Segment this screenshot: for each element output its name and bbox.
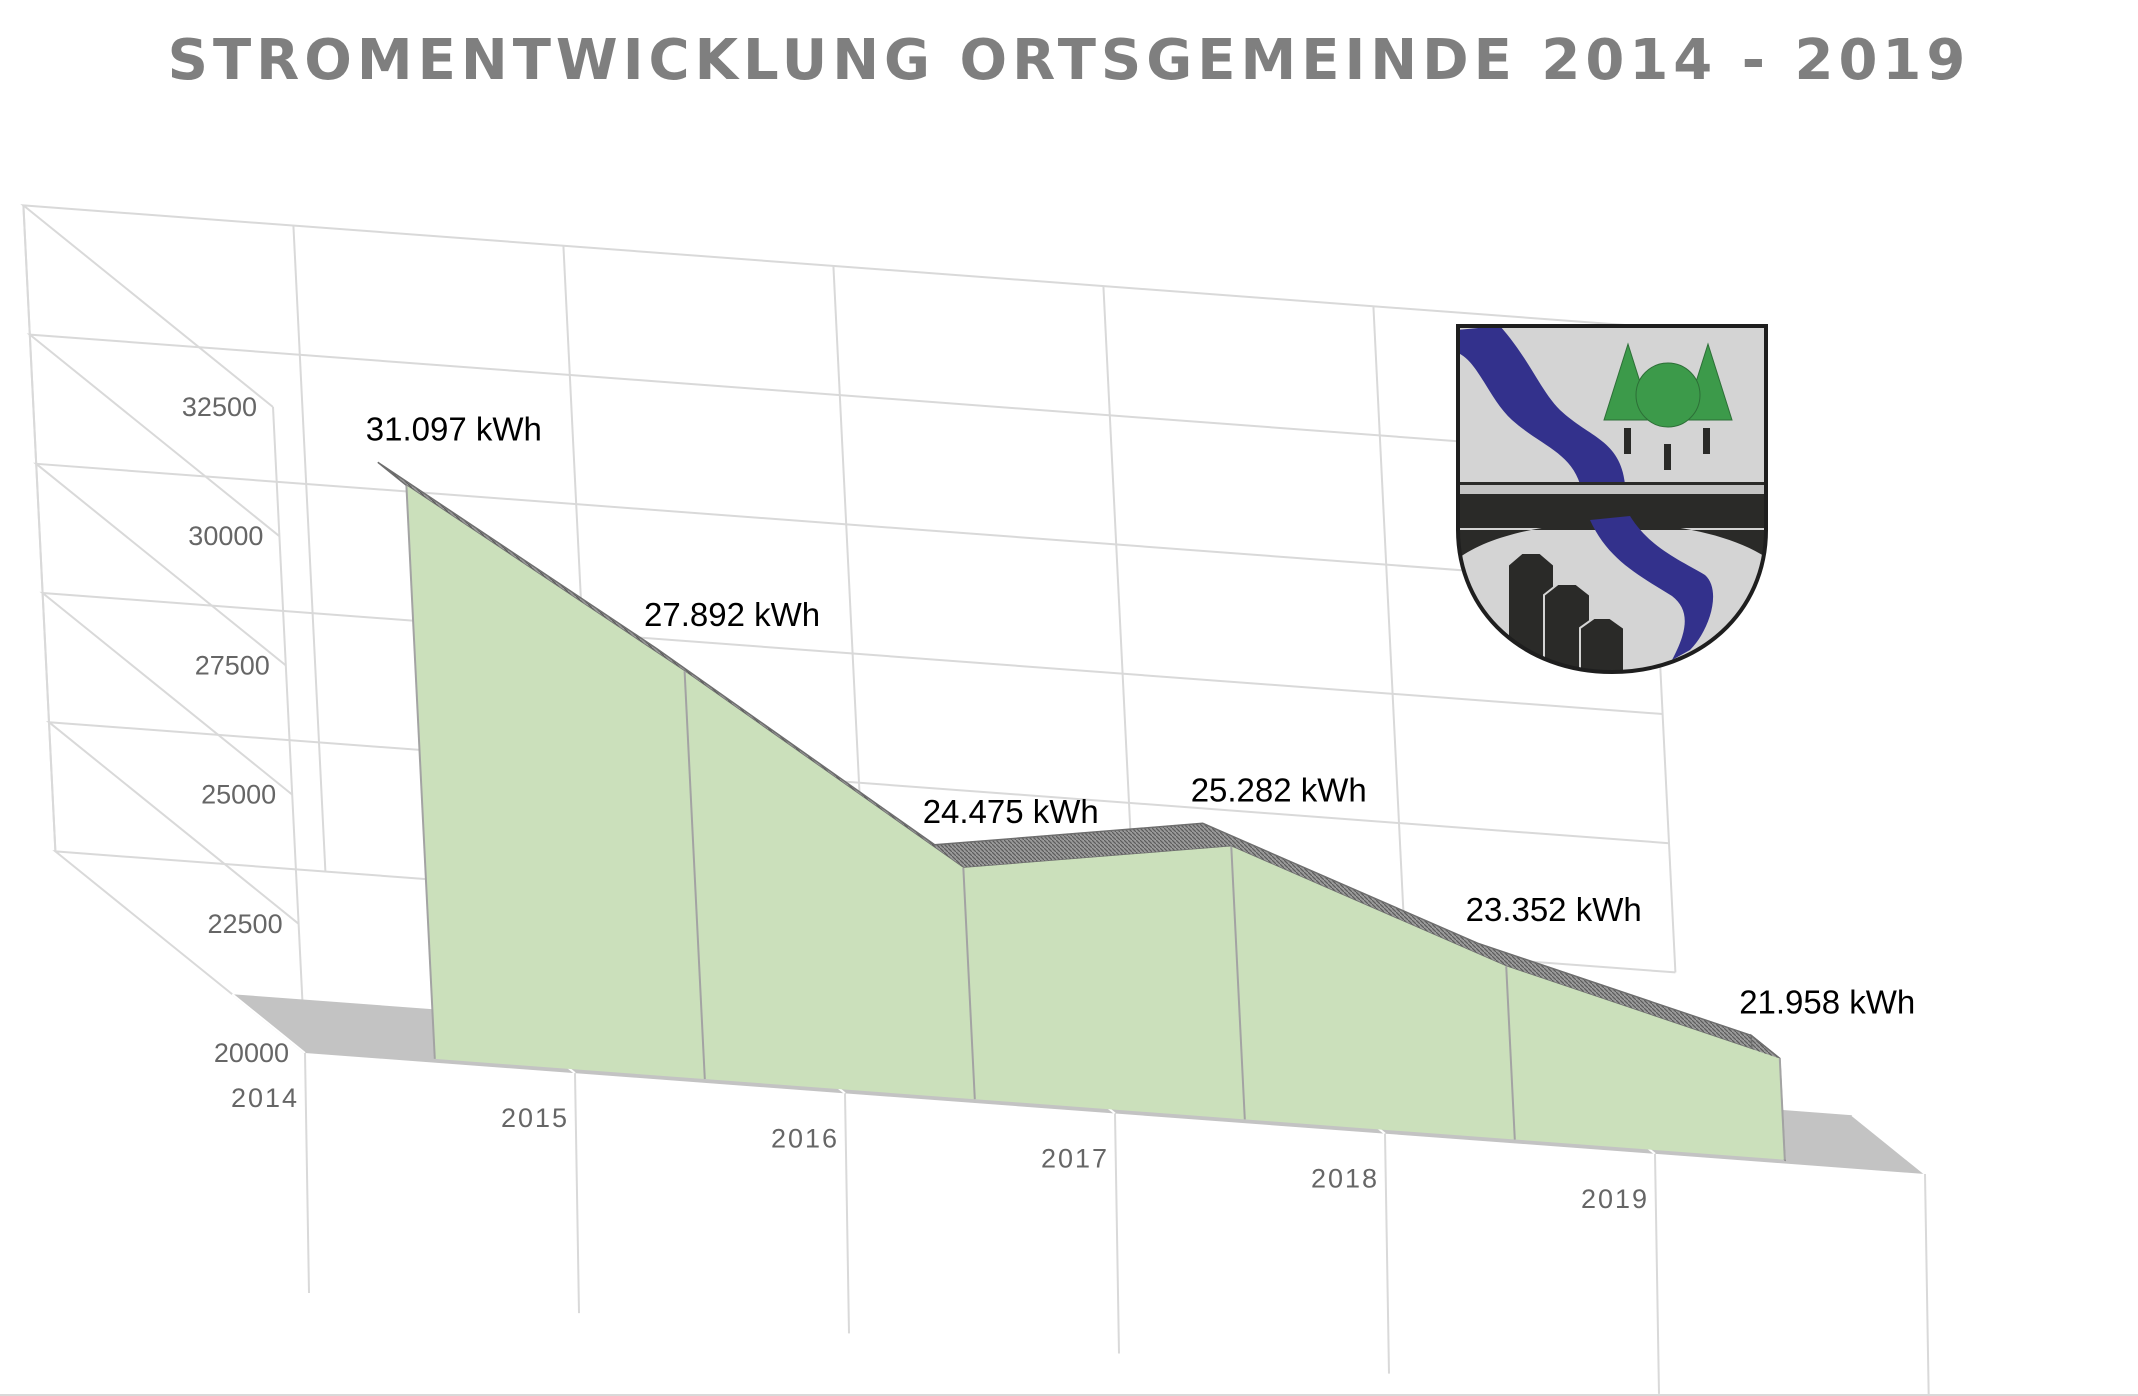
y-gridline [33,462,1657,667]
label-layer: 20000 22500 25000 27500 30000 32500 31.097 kWh… [182,392,1915,1214]
data-label: 21.958 kWh [1739,983,1915,1020]
y-tick-label: 22500 [208,909,283,939]
x-gridline [1372,306,1407,953]
shield-outline [1456,324,1768,675]
category-tick [1384,1133,1390,1374]
x-tick-label: 2017 [1041,1144,1109,1174]
area-point-divider [405,485,436,1059]
data-label: 24.475 kWh [923,793,1099,830]
area-point-divider [1230,846,1246,1120]
wall-edge [272,406,306,1054]
x-tick-label: 2019 [1581,1184,1649,1214]
category-tick [1114,1113,1120,1354]
category-tick [574,1073,580,1314]
chart-title: STROMENTWICKLUNG ORTSGEMEINDE 2014 - 201… [167,28,1971,93]
data-label: 31.097 kWh [366,410,542,447]
floor-line [1851,1114,1926,1175]
y-gridline [20,204,1644,408]
data-label: 27.892 kWh [644,596,820,633]
area-layer [377,461,1786,1162]
x-gridline [292,225,327,872]
y-tick-label: 27500 [195,650,270,680]
y-gridline [26,333,1650,537]
bottom-frame-line [0,1394,2138,1396]
x-tick-label: 2014 [231,1083,299,1113]
wall-edge [22,205,57,852]
floor-line [231,993,306,1054]
area-point-divider [1505,966,1516,1140]
category-tick [1924,1173,1930,1396]
y-tick-label: 32500 [182,392,257,422]
area-point-divider [1778,1058,1786,1160]
y-gridline [39,591,1663,796]
y-tick-label: 25000 [201,780,276,810]
area-point-divider [683,671,706,1080]
x-tick-label: 2015 [501,1103,569,1133]
y-tick-label: 20000 [214,1038,289,1068]
x-tick-label: 2016 [771,1123,839,1153]
x-gridline [1102,286,1137,933]
category-tick [1654,1153,1660,1394]
trees-icon [1603,342,1733,470]
upper-river [1458,326,1625,484]
basalt-columns [1507,552,1625,672]
x-tick-label: 2018 [1311,1164,1379,1194]
area-point-divider [962,867,976,1100]
area-front-face [406,485,1785,1160]
data-label: 25.282 kWh [1191,771,1367,808]
lower-river [1590,516,1714,660]
coat-of-arms-emblem [1456,324,1768,675]
data-label: 23.352 kWh [1466,891,1642,928]
category-tick [304,1052,310,1294]
y-tick-label: 30000 [188,521,263,551]
category-tick [844,1093,850,1334]
